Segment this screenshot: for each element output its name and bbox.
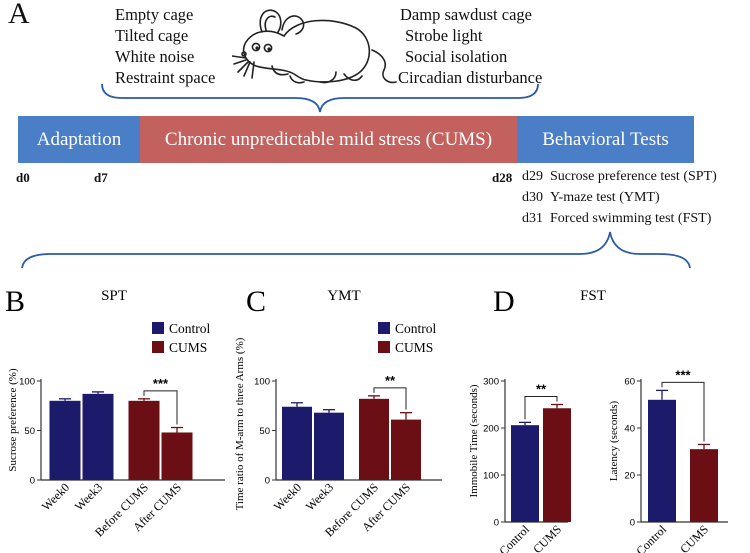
legend-swatch bbox=[152, 322, 164, 334]
y-tick-label: 200 bbox=[483, 424, 499, 435]
y-tick-label: 60 bbox=[624, 377, 635, 388]
legend-swatch bbox=[378, 341, 390, 353]
legend-label: CUMS bbox=[395, 340, 433, 355]
test-day: d31 bbox=[522, 211, 543, 226]
bar bbox=[282, 406, 312, 480]
y-tick-label: 100 bbox=[254, 377, 270, 388]
bar bbox=[648, 399, 676, 522]
stressor-item: White noise bbox=[115, 47, 195, 66]
significance-bracket bbox=[373, 387, 407, 410]
bar bbox=[128, 400, 160, 480]
bar bbox=[359, 398, 389, 480]
bar bbox=[511, 425, 539, 522]
panel-d-letter: D bbox=[493, 285, 515, 318]
mouse-illustration bbox=[232, 9, 397, 84]
test-day: d30 bbox=[522, 190, 543, 205]
y-tick-label: 0 bbox=[265, 476, 270, 487]
significance-label: ** bbox=[536, 382, 547, 397]
y-tick-label: 0 bbox=[30, 476, 35, 487]
timeline-cums: Chronic unpredictable mild stress (CUMS) bbox=[140, 116, 517, 163]
stressor-item: Damp sawdust cage bbox=[400, 5, 532, 24]
x-tick-label: Week3 bbox=[303, 480, 336, 513]
stress-brace bbox=[101, 83, 539, 113]
tests-brace bbox=[21, 231, 691, 269]
bar bbox=[314, 412, 344, 480]
stressor-item: Social isolation bbox=[405, 47, 508, 66]
significance-label: ** bbox=[385, 373, 396, 388]
test-name: Y-maze test (YMT) bbox=[550, 190, 660, 205]
timeline-behavioral: Behavioral Tests bbox=[517, 116, 694, 163]
day-label: d7 bbox=[94, 170, 108, 185]
chart-title: SPT bbox=[101, 288, 127, 304]
day-label: d0 bbox=[16, 170, 30, 185]
x-tick-label: Week3 bbox=[72, 480, 105, 513]
x-tick-label: Week0 bbox=[39, 480, 72, 513]
stressor-list-right: Damp sawdust cage Strobe light Social is… bbox=[398, 4, 542, 88]
y-axis-label: Latency (seconds) bbox=[608, 401, 620, 482]
y-tick-label: 50 bbox=[259, 426, 270, 437]
x-tick-label: Week0 bbox=[271, 480, 304, 513]
y-tick-label: 0 bbox=[494, 518, 499, 529]
bar bbox=[690, 449, 718, 522]
significance-bracket bbox=[661, 381, 705, 442]
y-axis-label: Time ratio of M-arm to three Arms (%) bbox=[234, 337, 246, 510]
bar bbox=[82, 393, 114, 480]
legend-swatch bbox=[152, 341, 164, 353]
x-tick-label: Control bbox=[633, 522, 669, 553]
legend-label: Control bbox=[169, 321, 211, 336]
stressor-item: Empty cage bbox=[115, 5, 194, 24]
y-tick-label: 20 bbox=[624, 471, 635, 482]
legend-label: CUMS bbox=[169, 340, 207, 355]
test-day: d29 bbox=[522, 169, 543, 184]
bar bbox=[391, 419, 421, 480]
test-row: d31 Forced swimming test (FST) bbox=[522, 211, 717, 232]
significance-bracket bbox=[524, 396, 558, 420]
bar bbox=[49, 400, 81, 480]
y-tick-label: 100 bbox=[483, 471, 499, 482]
panel-b-letter: B bbox=[5, 285, 25, 318]
panel-c-letter: C bbox=[246, 285, 266, 318]
legend-swatch bbox=[378, 322, 390, 334]
chart-title: FST bbox=[580, 288, 606, 304]
panel-a-letter: A bbox=[8, 0, 30, 30]
stressor-item: Circadian disturbance bbox=[398, 68, 543, 87]
test-name: Forced swimming test (FST) bbox=[550, 211, 712, 226]
stressor-item: Strobe light bbox=[405, 26, 483, 45]
y-tick-label: 40 bbox=[624, 424, 635, 435]
day-label: d28 bbox=[492, 170, 513, 185]
x-tick-label: CUMS bbox=[530, 522, 564, 553]
x-tick-label: CUMS bbox=[677, 522, 711, 553]
significance-label: *** bbox=[675, 367, 691, 382]
stressor-list-left: Empty cage Tilted cage White noise Restr… bbox=[115, 4, 215, 88]
stressor-item: Tilted cage bbox=[115, 26, 189, 45]
x-tick-label: Control bbox=[496, 522, 532, 553]
timeline-adaptation: Adaptation bbox=[18, 116, 140, 163]
legend-label: Control bbox=[395, 321, 437, 336]
chart-title: YMT bbox=[327, 288, 360, 304]
y-tick-label: 300 bbox=[483, 377, 499, 388]
test-row: d29 Sucrose preference test (SPT) bbox=[522, 169, 717, 190]
y-tick-label: 100 bbox=[19, 377, 35, 388]
y-axis-label: Sucrose preference (%) bbox=[7, 368, 19, 472]
test-row: d30 Y-maze test (YMT) bbox=[522, 190, 717, 211]
y-tick-label: 50 bbox=[24, 426, 35, 437]
bar bbox=[543, 408, 571, 522]
significance-bracket bbox=[143, 390, 178, 425]
test-schedule: d29 Sucrose preference test (SPT) d30 Y-… bbox=[522, 169, 717, 232]
bar bbox=[161, 432, 193, 480]
stressor-item: Restraint space bbox=[115, 68, 216, 87]
y-axis-label: Immobile Time (seconds) bbox=[468, 384, 480, 497]
y-tick-label: 0 bbox=[630, 518, 635, 529]
significance-label: *** bbox=[153, 376, 169, 391]
test-name: Sucrose preference test (SPT) bbox=[550, 169, 717, 184]
